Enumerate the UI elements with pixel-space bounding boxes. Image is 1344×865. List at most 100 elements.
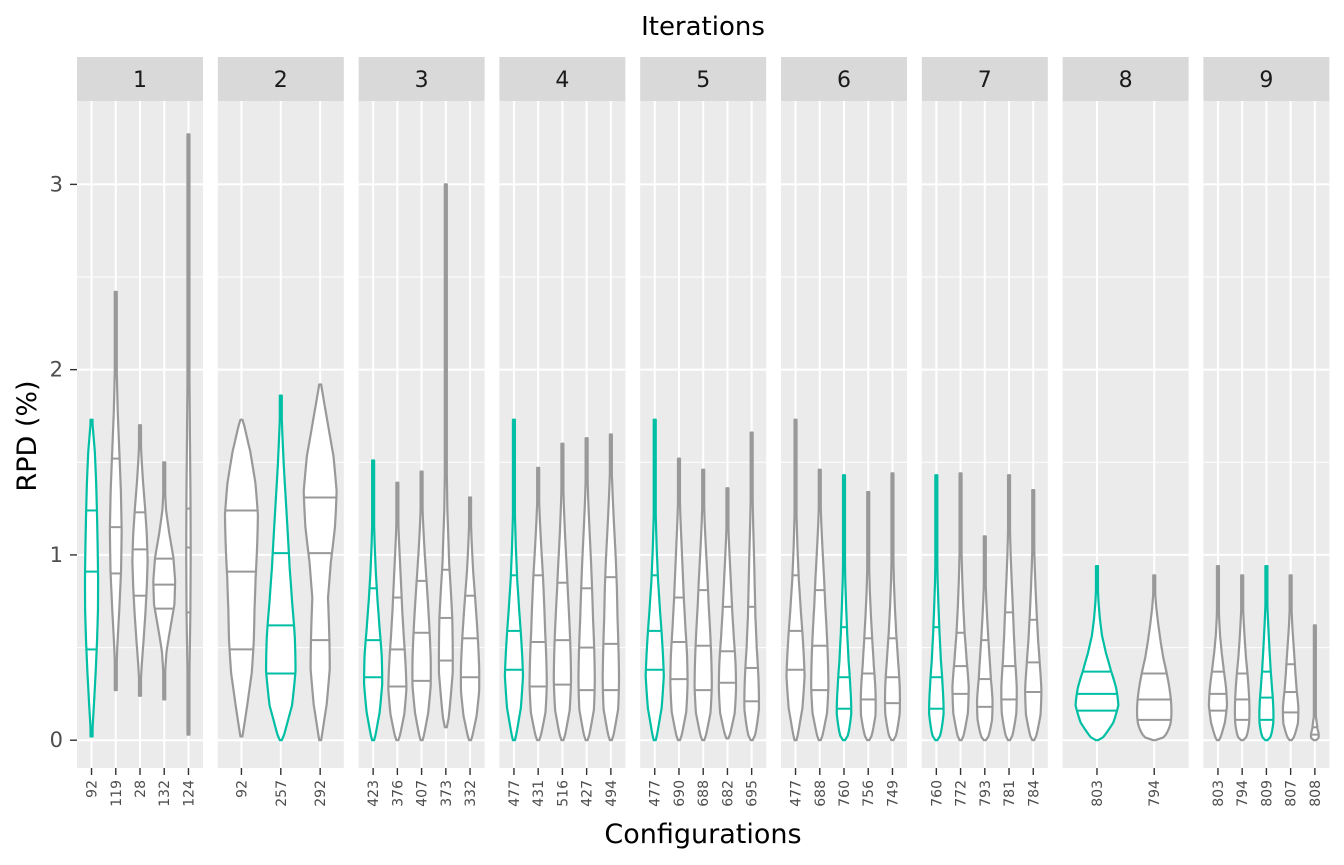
facet-strip-label: 5	[696, 68, 710, 93]
x-axis-title: Configurations	[604, 819, 801, 850]
violin-3-373	[437, 183, 454, 729]
violin-2-257	[264, 394, 297, 742]
violin-7-781	[1000, 474, 1018, 742]
y-tick-label: 0	[50, 728, 63, 752]
violin-9-807	[1281, 574, 1300, 742]
facet-strip-label: 2	[274, 68, 288, 93]
x-tick-label: 376	[390, 780, 406, 807]
violin-1-124	[185, 133, 192, 736]
violin-9-803	[1207, 564, 1229, 742]
violin-2-292	[302, 383, 338, 742]
violin-6-756	[859, 490, 877, 742]
x-tick-label: 407	[415, 780, 431, 807]
x-tick-label: 803	[1211, 780, 1227, 807]
facet-strip-label: 7	[978, 68, 992, 93]
facet-panel-4: 4 477 431 516 427 494	[499, 57, 626, 807]
x-tick-label: 494	[604, 780, 620, 807]
violin-5-682	[717, 487, 738, 740]
facet-panel-5: 5 477 690 688 682 695	[640, 57, 767, 807]
x-tick-label: 373	[439, 780, 455, 807]
x-tick-label: 92	[234, 780, 250, 798]
x-tick-label: 760	[929, 780, 945, 807]
facet-strip	[77, 57, 203, 101]
x-tick-label: 92	[85, 780, 101, 798]
violin-5-690	[669, 457, 689, 742]
facet-panel-8: 8 803 794	[1062, 57, 1189, 807]
violin-6-749	[883, 472, 902, 742]
facet-strip-label: 9	[1259, 68, 1273, 93]
violin-5-477	[644, 418, 665, 742]
x-tick-label: 756	[861, 780, 877, 807]
facet-strip	[1062, 57, 1189, 101]
x-tick-label: 772	[954, 780, 970, 807]
facet-panel-7: 7 760 772 793 781 784	[921, 57, 1048, 807]
violin-4-431	[528, 466, 548, 742]
x-tick-label: 28	[133, 780, 149, 798]
x-tick-label: 477	[507, 780, 523, 807]
facet-strip	[781, 57, 907, 101]
facet-strip-label: 8	[1119, 68, 1133, 93]
x-tick-label: 808	[1308, 780, 1324, 807]
facet-strip-label: 1	[133, 68, 147, 93]
violin-7-760	[928, 474, 945, 742]
violin-3-407	[411, 470, 432, 742]
facet-strip	[921, 57, 1048, 101]
violin-1-28	[131, 424, 149, 697]
facet-strip-label: 3	[415, 68, 429, 93]
violin-7-772	[951, 472, 970, 742]
x-tick-label: 119	[109, 780, 125, 807]
x-tick-label: 807	[1284, 780, 1300, 807]
violin-2-92	[223, 418, 259, 738]
x-tick-label: 292	[313, 780, 329, 807]
violin-8-803	[1074, 564, 1120, 742]
x-tick-label: 688	[696, 780, 712, 807]
violin-5-695	[743, 431, 761, 742]
x-tick-label: 688	[813, 780, 829, 807]
x-tick-label: 794	[1147, 780, 1163, 807]
violin-1-132	[152, 461, 177, 701]
panel-background	[1062, 101, 1189, 768]
x-tick-label: 477	[789, 780, 805, 807]
x-tick-label: 423	[366, 780, 382, 807]
violin-3-376	[387, 481, 408, 742]
x-tick-label: 332	[463, 780, 479, 807]
x-tick-label: 803	[1090, 780, 1106, 807]
facet-strip	[499, 57, 626, 101]
violin-6-688	[810, 468, 830, 742]
facet-panel-1: 1 92 119 28 132 124	[77, 57, 203, 807]
x-tick-label: 794	[1235, 780, 1251, 807]
x-tick-label: 793	[978, 780, 994, 807]
x-tick-label: 682	[720, 780, 736, 807]
violin-3-332	[459, 496, 481, 742]
x-tick-label: 690	[672, 780, 688, 807]
facet-strip	[217, 57, 344, 101]
facet-panel-9: 9 803 794 809 807 808	[1203, 57, 1330, 807]
violin-9-808	[1309, 624, 1320, 742]
x-tick-label: 132	[157, 780, 173, 807]
violin-6-760	[835, 474, 853, 742]
x-tick-label: 257	[274, 780, 290, 807]
violin-5-688	[693, 468, 713, 742]
facet-strip	[358, 57, 485, 101]
violin-1-92	[83, 418, 100, 738]
facet-panel-2: 292 257 292	[217, 57, 344, 807]
x-tick-label: 516	[555, 780, 571, 807]
violin-7-784	[1024, 488, 1043, 742]
x-tick-label: 760	[837, 780, 853, 807]
x-tick-label: 695	[745, 780, 761, 807]
x-tick-label: 749	[885, 780, 901, 807]
facet-strip	[1203, 57, 1330, 101]
facet-strip	[640, 57, 767, 101]
x-tick-label: 809	[1259, 780, 1275, 807]
facet-strip-label: 4	[555, 68, 569, 93]
x-tick-label: 124	[181, 780, 197, 807]
y-tick-label: 2	[50, 358, 63, 382]
x-tick-label: 431	[531, 780, 547, 807]
violin-4-494	[601, 433, 621, 742]
y-axis: 0 1 2 3	[50, 172, 77, 752]
chart-title: Iterations	[641, 12, 765, 42]
violin-3-423	[362, 459, 384, 742]
y-axis-title: RPD (%)	[12, 380, 43, 491]
facet-panel-6: 6 477 688 760 756 749	[781, 57, 907, 807]
